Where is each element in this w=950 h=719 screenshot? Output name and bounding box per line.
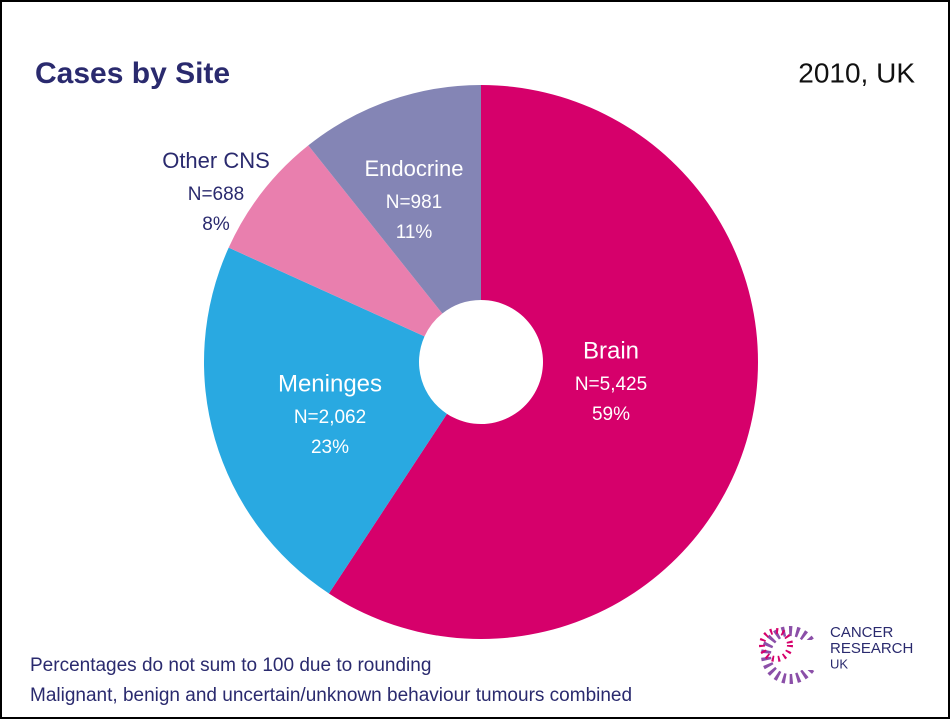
value-label: N=5,425 xyxy=(575,374,647,395)
percent-label: 11% xyxy=(396,222,433,243)
logo-text: CANCER xyxy=(830,624,894,641)
logo-gap xyxy=(800,640,820,670)
slice-label: Other CNS xyxy=(162,148,270,173)
logo-text: RESEARCH xyxy=(830,640,913,657)
value-label: N=688 xyxy=(188,184,245,205)
chart-subtitle: 2010, UK xyxy=(798,57,915,88)
chart-title: Cases by Site xyxy=(35,57,230,90)
percent-label: 8% xyxy=(202,214,230,235)
donut-slice xyxy=(228,145,443,337)
donut-slice xyxy=(308,85,481,314)
percent-label: 23% xyxy=(311,437,349,458)
donut-slice xyxy=(328,85,758,639)
slice-label: Brain xyxy=(583,337,639,364)
logo-mark xyxy=(759,628,793,662)
logo-text: UK xyxy=(830,656,848,671)
logo: CANCER RESEARCH UK xyxy=(759,624,913,684)
value-label: N=981 xyxy=(386,192,443,213)
slice-label: Meninges xyxy=(278,370,382,397)
slice-label: Endocrine xyxy=(364,156,463,181)
footnote: Malignant, benign and uncertain/unknown … xyxy=(30,685,632,706)
percent-label: 59% xyxy=(592,404,630,425)
donut-slice xyxy=(203,247,447,594)
value-label: N=2,062 xyxy=(294,407,366,428)
footnote: Percentages do not sum to 100 due to rou… xyxy=(30,655,431,676)
